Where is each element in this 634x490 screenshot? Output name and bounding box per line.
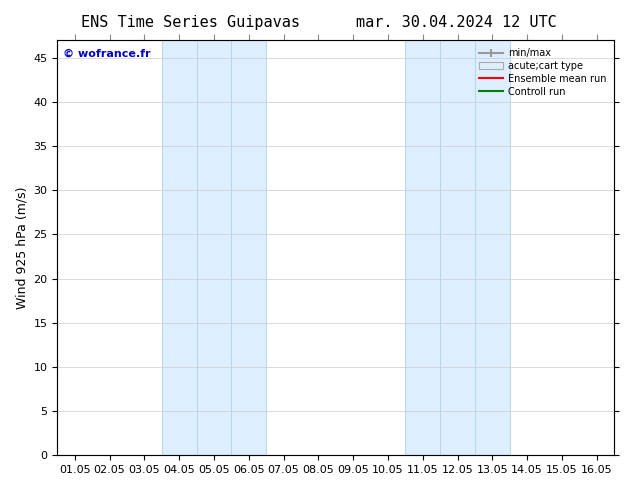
Text: ENS Time Series Guipavas: ENS Time Series Guipavas (81, 15, 300, 30)
Text: © wofrance.fr: © wofrance.fr (63, 49, 151, 58)
Bar (162, 40, 266, 455)
Bar (405, 40, 510, 455)
Y-axis label: Wind 925 hPa (m/s): Wind 925 hPa (m/s) (15, 187, 28, 309)
Legend: min/max, acute;cart type, Ensemble mean run, Controll run: min/max, acute;cart type, Ensemble mean … (476, 45, 609, 99)
Text: mar. 30.04.2024 12 UTC: mar. 30.04.2024 12 UTC (356, 15, 557, 30)
